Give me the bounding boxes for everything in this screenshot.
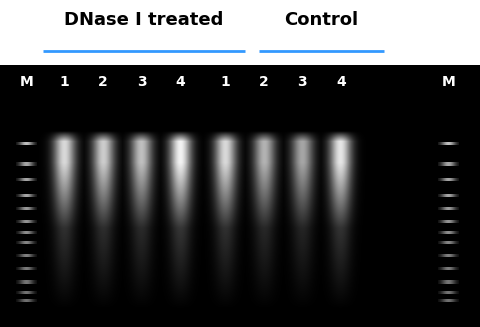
Text: 1: 1 [60, 76, 70, 89]
Text: 4: 4 [175, 76, 185, 89]
Text: 1: 1 [221, 76, 230, 89]
Text: M: M [20, 76, 33, 89]
Text: 4: 4 [336, 76, 346, 89]
Text: Control: Control [285, 10, 359, 29]
Text: 2: 2 [259, 76, 269, 89]
Text: DNase I treated: DNase I treated [64, 10, 224, 29]
Text: 3: 3 [137, 76, 146, 89]
Text: M: M [442, 76, 456, 89]
Text: 3: 3 [298, 76, 307, 89]
Text: 2: 2 [98, 76, 108, 89]
